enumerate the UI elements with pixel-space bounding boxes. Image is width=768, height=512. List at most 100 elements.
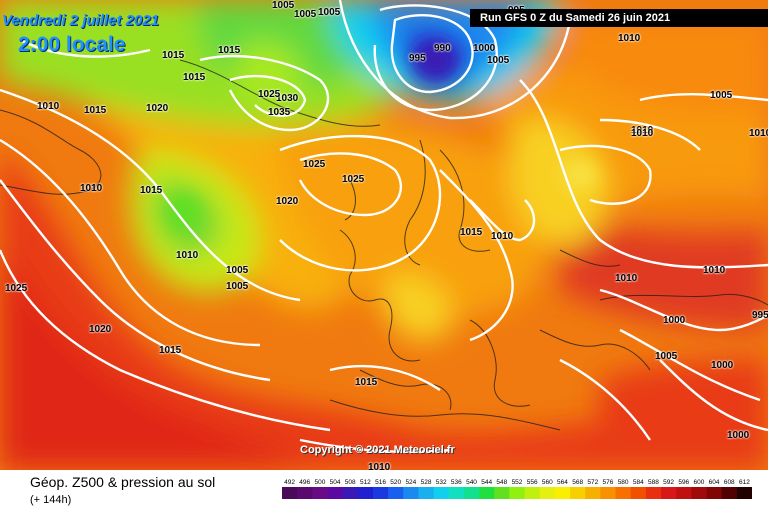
legend-tick-label: 568	[572, 479, 583, 486]
isobar-label: 1000	[473, 43, 496, 54]
isobar-label: 1025	[5, 283, 28, 294]
legend-swatch	[418, 487, 435, 499]
legend-tick-label: 548	[496, 479, 507, 486]
legend-tick-label: 592	[663, 479, 674, 486]
forecast-lead-time: (+ 144h)	[30, 494, 72, 506]
legend-swatch	[448, 487, 465, 499]
legend-swatch	[357, 487, 374, 499]
legend-swatch	[676, 487, 692, 499]
legend-tick-label: 560	[542, 479, 553, 486]
legend-tick-label: 500	[314, 479, 325, 486]
isobar-label: 1010	[80, 183, 103, 194]
legend-swatch	[494, 487, 510, 499]
legend-swatch	[585, 487, 601, 499]
legend-swatch	[736, 487, 752, 499]
isobar-label: 1005	[226, 265, 249, 276]
isobar-label: 1015	[183, 72, 206, 83]
legend-tick-label: 576	[603, 479, 614, 486]
isobar-label: 1015	[84, 105, 107, 116]
legend-swatch	[282, 487, 298, 499]
isobar-label: 1005	[487, 55, 510, 66]
legend-tick-label: 608	[724, 479, 735, 486]
isobar-label: 1000	[727, 430, 750, 441]
isobar-label: 1005	[318, 7, 341, 18]
legend-tick-label: 552	[512, 479, 523, 486]
legend-swatch	[403, 487, 419, 499]
isobar-label: 1010	[615, 273, 638, 284]
isobar-label: 1005	[710, 90, 733, 101]
isobar-label: 1010	[176, 250, 199, 261]
isobar-label: 1010	[749, 128, 768, 139]
forecast-date: Vendredi 2 juillet 2021	[2, 12, 160, 29]
isobar-label: 995	[752, 310, 768, 321]
isobar-label: 1010	[631, 125, 654, 136]
legend-swatch	[372, 487, 389, 499]
legend-tick-label: 504	[330, 479, 341, 486]
isobar-label: 1015	[159, 345, 182, 356]
legend-tick-label: 564	[557, 479, 568, 486]
legend-tick-label: 532	[436, 479, 447, 486]
isobar-label: 1020	[276, 196, 299, 207]
legend-tick-label: 524	[405, 479, 416, 486]
geopotential-map	[0, 0, 768, 470]
isobar-label: 1025	[303, 159, 326, 170]
legend-tick-label: 520	[390, 479, 401, 486]
legend-tick-label: 496	[299, 479, 310, 486]
model-run-banner: Run GFS 0 Z du Samedi 26 juin 2021	[470, 9, 768, 27]
isobar-label: 1005	[226, 281, 249, 292]
legend-tick-label: 556	[527, 479, 538, 486]
legend-tick-label: 540	[466, 479, 477, 486]
map-title: Géop. Z500 & pression au sol	[30, 474, 216, 490]
legend-tick-label: 516	[375, 479, 386, 486]
forecast-time: 2:00 locale	[18, 33, 126, 56]
legend-tick-label: 588	[648, 479, 659, 486]
legend-swatch	[600, 487, 616, 499]
isobars	[0, 0, 768, 454]
legend-swatch	[463, 487, 480, 499]
legend-swatch	[433, 487, 450, 499]
legend-swatch	[691, 487, 707, 499]
legend-swatch	[615, 487, 632, 499]
legend-swatch	[554, 487, 571, 499]
z500-color-field	[0, 0, 768, 470]
isobar-label: 1025	[342, 174, 365, 185]
legend-swatch	[524, 487, 541, 499]
legend-swatch	[539, 487, 556, 499]
isobar-label: 1015	[140, 185, 163, 196]
legend-swatch	[479, 487, 495, 499]
legend-swatch	[327, 487, 344, 499]
isobar-label: 1035	[268, 107, 291, 118]
isobar-label: 1010	[618, 33, 641, 44]
legend-swatch	[721, 487, 738, 499]
legend-tick-label: 492	[284, 479, 295, 486]
color-scale-legend: 492 496 500 504 508 512 516 520 524 528 532 536 540 5…	[282, 479, 752, 499]
legend-tick-label: 508	[345, 479, 356, 486]
legend-tick-label: 512	[360, 479, 371, 486]
legend-swatch	[297, 487, 313, 499]
isobar-label: 1030	[276, 93, 299, 104]
legend-swatch	[342, 487, 359, 499]
legend-swatch	[706, 487, 723, 499]
isobar-label: 1020	[146, 103, 169, 114]
legend-swatch	[388, 487, 404, 499]
isobar-label: 1015	[218, 45, 241, 56]
legend-swatch	[509, 487, 525, 499]
isobar-label: 1025	[258, 89, 281, 100]
legend-tick-label: 596	[678, 479, 689, 486]
legend-tick-label: 612	[739, 479, 750, 486]
isobar-label: 1005	[272, 0, 295, 11]
legend-tick-label: 604	[709, 479, 720, 486]
legend-tick-label: 580	[618, 479, 629, 486]
isobar-label: 1010	[368, 462, 391, 473]
isobar-label: 1010	[631, 128, 654, 139]
legend-tick-label: 536	[451, 479, 462, 486]
isobar-label: 1015	[355, 377, 378, 388]
isobar-label: 1000	[663, 315, 686, 326]
isobar-label: 1015	[460, 227, 483, 238]
legend-tick-label: 584	[633, 479, 644, 486]
isobar-label: 1010	[491, 231, 514, 242]
isobar-label: 1000	[711, 360, 734, 371]
legend-tick-label: 600	[694, 479, 705, 486]
isobar-label: 995	[409, 53, 426, 64]
